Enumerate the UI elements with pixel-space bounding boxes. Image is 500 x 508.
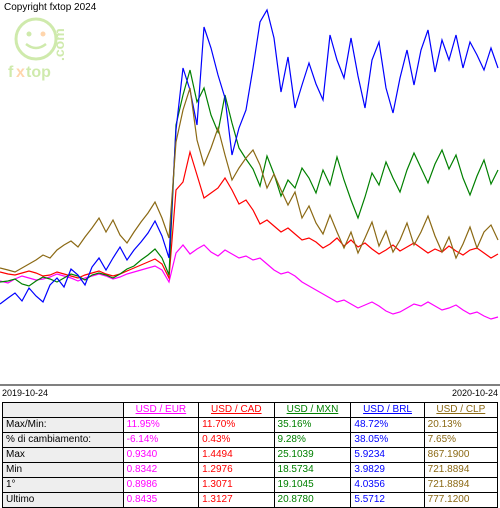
cell-1-4: 7.65% — [424, 433, 497, 448]
cell-1-0: -6.14% — [123, 433, 198, 448]
cell-1-1: 0.43% — [199, 433, 274, 448]
cell-5-3: 5.5712 — [351, 493, 424, 508]
cell-0-3: 48.72% — [351, 418, 424, 433]
table-header-4: USD / CLP — [424, 403, 497, 418]
row-label-4: 1° — [3, 478, 124, 493]
cell-5-2: 20.8780 — [274, 493, 351, 508]
row-label-1: % di cambiamento: — [3, 433, 124, 448]
cell-0-4: 20.13% — [424, 418, 497, 433]
cell-2-4: 867.1900 — [424, 448, 497, 463]
cell-4-1: 1.3071 — [199, 478, 274, 493]
cell-3-2: 18.5734 — [274, 463, 351, 478]
cell-0-2: 35.16% — [274, 418, 351, 433]
cell-0-0: 11.95% — [123, 418, 198, 433]
row-label-3: Min — [3, 463, 124, 478]
x-axis-end: 2020-10-24 — [452, 388, 498, 398]
table-header-0: USD / EUR — [123, 403, 198, 418]
cell-2-0: 0.9340 — [123, 448, 198, 463]
table-header-1: USD / CAD — [199, 403, 274, 418]
cell-1-3: 38.05% — [351, 433, 424, 448]
cell-4-0: 0.8986 — [123, 478, 198, 493]
row-label-0: Max/Min: — [3, 418, 124, 433]
cell-0-1: 11.70% — [199, 418, 274, 433]
cell-3-3: 3.9829 — [351, 463, 424, 478]
cell-5-1: 1.3127 — [199, 493, 274, 508]
cell-3-0: 0.8342 — [123, 463, 198, 478]
cell-4-2: 19.1045 — [274, 478, 351, 493]
table-header-3: USD / BRL — [351, 403, 424, 418]
row-label-5: Ultimo — [3, 493, 124, 508]
table-corner — [3, 403, 124, 418]
cell-1-2: 9.28% — [274, 433, 351, 448]
table-header-2: USD / MXN — [274, 403, 351, 418]
currency-chart — [0, 0, 500, 386]
x-axis-start: 2019-10-24 — [2, 388, 48, 398]
cell-3-1: 1.2976 — [199, 463, 274, 478]
row-label-2: Max — [3, 448, 124, 463]
cell-2-1: 1.4494 — [199, 448, 274, 463]
cell-2-2: 25.1039 — [274, 448, 351, 463]
cell-2-3: 5.9234 — [351, 448, 424, 463]
cell-4-4: 721.8894 — [424, 478, 497, 493]
cell-3-4: 721.8894 — [424, 463, 497, 478]
cell-4-3: 4.0356 — [351, 478, 424, 493]
cell-5-0: 0.8435 — [123, 493, 198, 508]
cell-5-4: 777.1200 — [424, 493, 497, 508]
currency-data-table: USD / EURUSD / CADUSD / MXNUSD / BRLUSD … — [2, 402, 498, 508]
